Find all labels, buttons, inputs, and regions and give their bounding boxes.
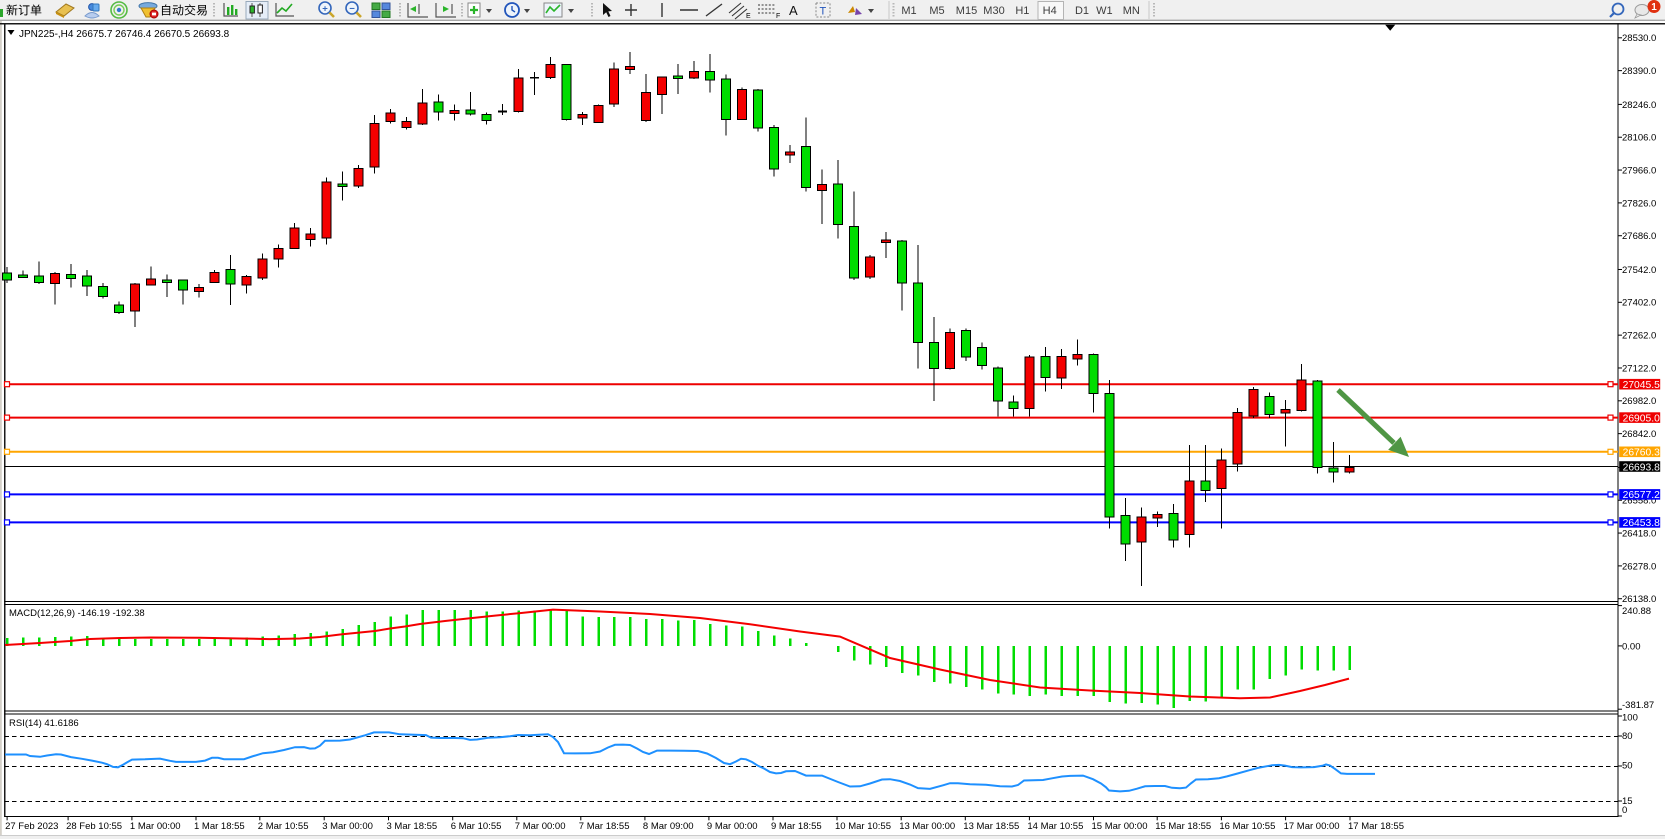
- svg-text:27045.5: 27045.5: [1623, 380, 1660, 391]
- svg-text:13 Mar 18:55: 13 Mar 18:55: [963, 821, 1019, 832]
- svg-text:50: 50: [1622, 760, 1633, 771]
- svg-text:W1: W1: [1096, 5, 1113, 17]
- svg-text:RSI(14) 41.6186: RSI(14) 41.6186: [9, 718, 79, 729]
- svg-text:28246.0: 28246.0: [1622, 100, 1656, 111]
- svg-text:80: 80: [1622, 731, 1633, 742]
- svg-text:27966.0: 27966.0: [1622, 166, 1656, 177]
- svg-text:26842.0: 26842.0: [1622, 429, 1656, 440]
- svg-text:3 Mar 00:00: 3 Mar 00:00: [322, 821, 373, 832]
- svg-text:26577.2: 26577.2: [1623, 490, 1660, 501]
- svg-text:-381.87: -381.87: [1622, 700, 1654, 711]
- svg-text:26453.8: 26453.8: [1623, 518, 1660, 529]
- svg-text:27402.0: 27402.0: [1622, 298, 1656, 309]
- svg-text:8 Mar 09:00: 8 Mar 09:00: [643, 821, 694, 832]
- svg-text:M5: M5: [929, 5, 944, 17]
- svg-text:9 Mar 18:55: 9 Mar 18:55: [771, 821, 822, 832]
- svg-text:−: −: [349, 3, 355, 14]
- svg-text:M1: M1: [901, 5, 916, 17]
- svg-text:26982.0: 26982.0: [1622, 396, 1656, 407]
- svg-text:28106.0: 28106.0: [1622, 133, 1656, 144]
- svg-text:240.88: 240.88: [1622, 606, 1651, 617]
- svg-text:14 Mar 10:55: 14 Mar 10:55: [1027, 821, 1083, 832]
- svg-text:28 Feb 10:55: 28 Feb 10:55: [66, 821, 122, 832]
- svg-text:H4: H4: [1043, 5, 1057, 17]
- svg-text:M15: M15: [956, 5, 977, 17]
- svg-text:26760.3: 26760.3: [1623, 448, 1660, 459]
- svg-text:27686.0: 27686.0: [1622, 231, 1656, 242]
- svg-text:7 Mar 18:55: 7 Mar 18:55: [579, 821, 630, 832]
- svg-text:27262.0: 27262.0: [1622, 331, 1656, 342]
- svg-text:27542.0: 27542.0: [1622, 265, 1656, 276]
- svg-text:D1: D1: [1075, 5, 1089, 17]
- svg-text:17 Mar 00:00: 17 Mar 00:00: [1284, 821, 1340, 832]
- svg-text:27 Feb 2023: 27 Feb 2023: [5, 821, 58, 832]
- svg-text:26558.0: 26558.0: [1622, 496, 1656, 507]
- svg-text:27122.0: 27122.0: [1622, 363, 1656, 374]
- svg-text:2 Mar 10:55: 2 Mar 10:55: [258, 821, 309, 832]
- svg-text:MACD(12,26,9) -146.19 -192.38: MACD(12,26,9) -146.19 -192.38: [9, 608, 145, 619]
- svg-text:H1: H1: [1015, 5, 1029, 17]
- svg-text:1 Mar 18:55: 1 Mar 18:55: [194, 821, 245, 832]
- svg-text:15: 15: [1622, 796, 1633, 807]
- svg-text:13 Mar 00:00: 13 Mar 00:00: [899, 821, 955, 832]
- svg-text:M30: M30: [983, 5, 1004, 17]
- svg-text:28390.0: 28390.0: [1622, 66, 1656, 77]
- svg-text:26278.0: 26278.0: [1622, 561, 1656, 572]
- svg-text:F: F: [776, 13, 780, 20]
- svg-text:17 Mar 18:55: 17 Mar 18:55: [1348, 821, 1404, 832]
- svg-text:15 Mar 18:55: 15 Mar 18:55: [1155, 821, 1211, 832]
- svg-text:16 Mar 10:55: 16 Mar 10:55: [1219, 821, 1275, 832]
- svg-text:JPN225-,H4 26675.7 26746.4 26: JPN225-,H4 26675.7 26746.4 26670.5 26693…: [19, 29, 230, 40]
- svg-text:10 Mar 10:55: 10 Mar 10:55: [835, 821, 891, 832]
- svg-text:26905.0: 26905.0: [1623, 413, 1660, 424]
- svg-text:E: E: [746, 13, 751, 20]
- svg-text:0.00: 0.00: [1622, 641, 1641, 652]
- svg-text:+: +: [322, 3, 328, 14]
- svg-text:28530.0: 28530.0: [1622, 33, 1656, 44]
- svg-text:27826.0: 27826.0: [1622, 198, 1656, 209]
- svg-text:26693.8: 26693.8: [1623, 462, 1660, 473]
- svg-text:26418.0: 26418.0: [1622, 529, 1656, 540]
- svg-text:7 Mar 00:00: 7 Mar 00:00: [515, 821, 566, 832]
- svg-text:26138.0: 26138.0: [1622, 594, 1656, 605]
- svg-text:A: A: [789, 3, 798, 18]
- svg-text:1 Mar 00:00: 1 Mar 00:00: [130, 821, 181, 832]
- svg-text:MN: MN: [1123, 5, 1140, 17]
- svg-text:6 Mar 10:55: 6 Mar 10:55: [451, 821, 502, 832]
- svg-text:100: 100: [1622, 713, 1638, 724]
- svg-text:0: 0: [1622, 805, 1627, 816]
- svg-text:1: 1: [1651, 2, 1657, 13]
- svg-text:15 Mar 00:00: 15 Mar 00:00: [1092, 821, 1148, 832]
- svg-text:T: T: [820, 6, 827, 18]
- svg-text:3 Mar 18:55: 3 Mar 18:55: [387, 821, 438, 832]
- svg-text:9 Mar 00:00: 9 Mar 00:00: [707, 821, 758, 832]
